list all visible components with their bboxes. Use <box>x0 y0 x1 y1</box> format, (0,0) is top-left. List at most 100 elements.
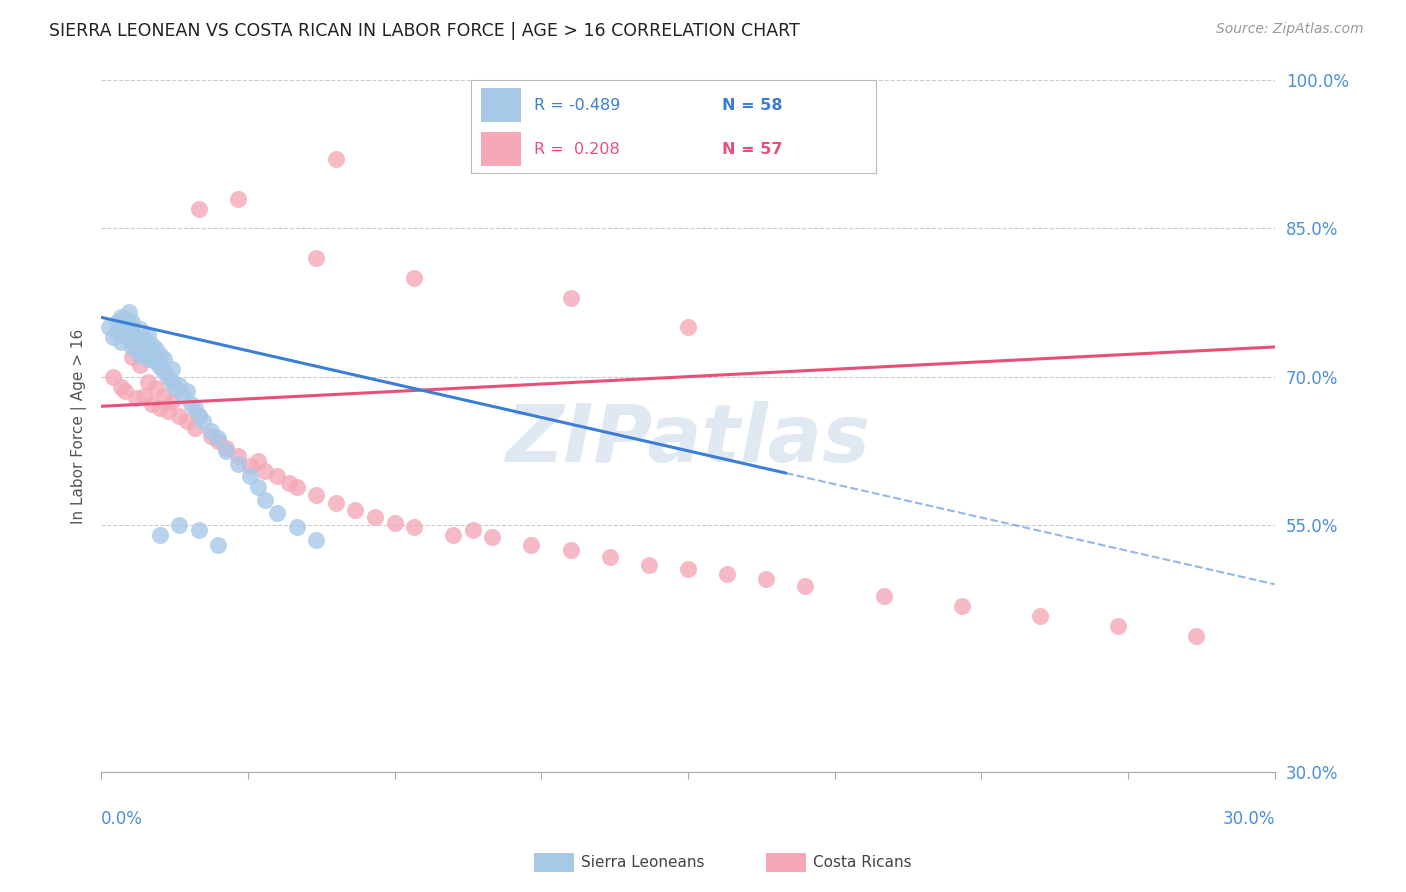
Point <box>325 496 347 510</box>
Point <box>207 431 229 445</box>
Point <box>305 533 328 547</box>
Point <box>1029 609 1052 624</box>
Text: SIERRA LEONEAN VS COSTA RICAN IN LABOR FORCE | AGE > 16 CORRELATION CHART: SIERRA LEONEAN VS COSTA RICAN IN LABOR F… <box>49 22 800 40</box>
Point <box>176 384 198 399</box>
Point <box>129 334 152 349</box>
Point <box>176 414 198 428</box>
Point <box>121 325 143 339</box>
Point <box>285 480 308 494</box>
Point <box>105 315 128 329</box>
Point <box>110 334 132 349</box>
Point <box>266 506 288 520</box>
Point <box>246 480 269 494</box>
Point <box>141 350 163 364</box>
Point <box>560 542 582 557</box>
Point <box>207 434 229 448</box>
Point <box>184 421 207 435</box>
Point <box>215 441 238 455</box>
Point <box>169 377 191 392</box>
Point <box>200 429 222 443</box>
Point <box>207 538 229 552</box>
Point <box>145 342 167 356</box>
Point <box>114 328 136 343</box>
Point <box>114 312 136 326</box>
Point <box>129 348 152 362</box>
Point <box>136 328 159 343</box>
Point <box>149 401 172 416</box>
Point <box>145 382 167 396</box>
Point <box>187 409 209 424</box>
Point <box>676 320 699 334</box>
Point <box>441 528 464 542</box>
Point <box>110 322 132 336</box>
Point <box>136 375 159 389</box>
Point <box>129 358 152 372</box>
Point <box>117 305 139 319</box>
Point <box>97 320 120 334</box>
Point <box>872 589 894 603</box>
Point <box>156 369 179 384</box>
Point <box>134 332 156 346</box>
Point <box>134 345 156 359</box>
Point <box>794 579 817 593</box>
Point <box>404 520 426 534</box>
Point <box>117 318 139 333</box>
Point <box>121 315 143 329</box>
Point <box>226 457 249 471</box>
Point <box>152 365 174 379</box>
Point <box>125 392 148 406</box>
Point <box>187 409 209 424</box>
Point <box>136 340 159 354</box>
Point <box>560 291 582 305</box>
Point <box>285 520 308 534</box>
Point <box>215 443 238 458</box>
Point <box>156 404 179 418</box>
Point <box>141 397 163 411</box>
Point <box>239 458 262 473</box>
Point <box>101 369 124 384</box>
Text: ZIPatlas: ZIPatlas <box>505 401 870 479</box>
Point <box>169 518 191 533</box>
Point <box>676 562 699 576</box>
Point <box>125 330 148 344</box>
Point <box>404 270 426 285</box>
Point <box>145 355 167 369</box>
Point <box>254 464 277 478</box>
Point <box>461 523 484 537</box>
Point <box>117 332 139 346</box>
Y-axis label: In Labor Force | Age > 16: In Labor Force | Age > 16 <box>72 328 87 524</box>
Point <box>200 424 222 438</box>
Point <box>134 389 156 403</box>
Point <box>149 359 172 374</box>
Point <box>121 350 143 364</box>
Point <box>305 251 328 265</box>
Point <box>226 449 249 463</box>
Point <box>325 152 347 166</box>
Point <box>239 468 262 483</box>
Point <box>184 401 207 416</box>
Point <box>187 202 209 216</box>
Point <box>755 572 778 586</box>
Text: 0.0%: 0.0% <box>101 810 143 829</box>
Point <box>716 567 738 582</box>
Point <box>520 538 543 552</box>
Point <box>277 476 299 491</box>
Point <box>160 375 183 389</box>
Point <box>101 330 124 344</box>
Point <box>160 361 183 376</box>
Point <box>110 379 132 393</box>
Point <box>125 342 148 356</box>
Point <box>599 549 621 564</box>
Point <box>226 192 249 206</box>
Point <box>637 558 659 572</box>
Point <box>169 409 191 424</box>
Point <box>149 528 172 542</box>
Point <box>110 310 132 325</box>
Point <box>136 351 159 366</box>
Point <box>384 516 406 530</box>
Point <box>149 348 172 362</box>
Point <box>246 453 269 467</box>
Point <box>105 325 128 339</box>
Point <box>187 523 209 537</box>
Point <box>172 389 194 403</box>
